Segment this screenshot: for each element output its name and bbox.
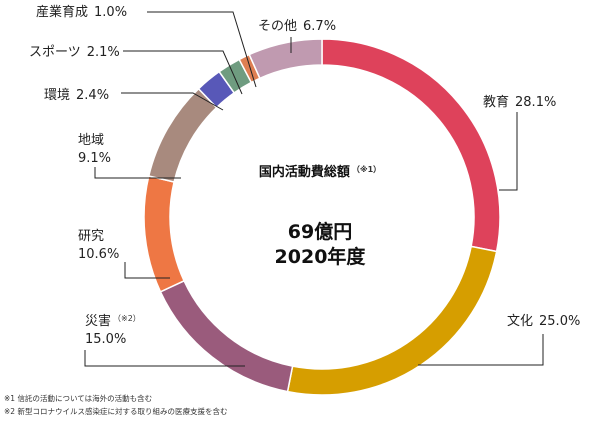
label-bunka-value: 25.0% xyxy=(539,314,580,329)
label-sports-name: スポーツ xyxy=(29,45,81,60)
slice-sonota xyxy=(248,38,323,80)
leader-kankyo xyxy=(121,92,224,111)
label-sangyo: 産業育成 1.0% xyxy=(36,4,127,20)
slice-saigai xyxy=(159,279,294,393)
label-bunka-name: 文化 xyxy=(507,314,533,329)
center-amount: 69億円 xyxy=(288,220,352,243)
label-chiiki-name: 地域 xyxy=(78,133,104,148)
leader-kyoiku xyxy=(499,112,518,191)
leader-saigai xyxy=(84,350,245,367)
label-kankyo: 環境 2.4% xyxy=(44,88,109,103)
label-saigai-name: 災害 xyxy=(85,313,111,329)
center-title-note-mark: （※1） xyxy=(352,164,381,174)
slice-kenkyu xyxy=(143,175,186,293)
label-kyoiku-name: 教育 xyxy=(483,94,509,110)
slice-bunka xyxy=(286,245,498,396)
label-kankyo-name: 環境 xyxy=(44,88,70,103)
label-sonota-value: 6.7% xyxy=(303,19,336,34)
leader-bunka xyxy=(418,334,544,366)
label-kyoiku: 教育 28.1% xyxy=(483,94,556,110)
label-sonota-name: その他 xyxy=(258,19,297,34)
label-sangyo-name: 産業育成 xyxy=(36,4,88,20)
leader-kenkyu xyxy=(124,262,170,279)
slice-kyoiku xyxy=(321,38,501,253)
label-bunka: 文化 25.0% xyxy=(507,314,580,329)
label-chiiki-value: 9.1% xyxy=(78,151,111,166)
center-year: 2020年度 xyxy=(275,245,367,268)
label-sonota: その他 6.7% xyxy=(258,19,336,34)
slices-group xyxy=(143,38,501,396)
label-kenkyu-name: 研究 xyxy=(78,229,104,244)
label-kenkyu-value: 10.6% xyxy=(78,247,119,262)
leader-sangyo xyxy=(147,11,257,88)
leader-chiiki xyxy=(94,167,181,179)
label-saigai: 災害 （※2） xyxy=(85,313,141,329)
center-title-text: 国内活動費総額 xyxy=(259,164,350,180)
label-saigai-value: 15.0% xyxy=(85,332,126,347)
footnote-2: ※2 新型コロナウイルス感染症に対する取り組みの医療支援を含む xyxy=(4,406,227,416)
leader-sports xyxy=(123,50,243,95)
footnote-1: ※1 信託の活動については海外の活動も含む xyxy=(4,393,152,403)
label-kyoiku-value: 28.1% xyxy=(515,95,556,110)
label-sports: スポーツ 2.1% xyxy=(29,45,120,60)
center-title: 国内活動費総額 （※1） xyxy=(259,164,381,180)
leader-lines-group xyxy=(84,11,544,367)
label-saigai-note-mark: （※2） xyxy=(113,314,141,323)
slice-chiiki xyxy=(147,87,218,183)
label-kankyo-value: 2.4% xyxy=(76,88,109,103)
label-sports-value: 2.1% xyxy=(87,45,120,60)
label-sangyo-value: 1.0% xyxy=(94,5,127,20)
